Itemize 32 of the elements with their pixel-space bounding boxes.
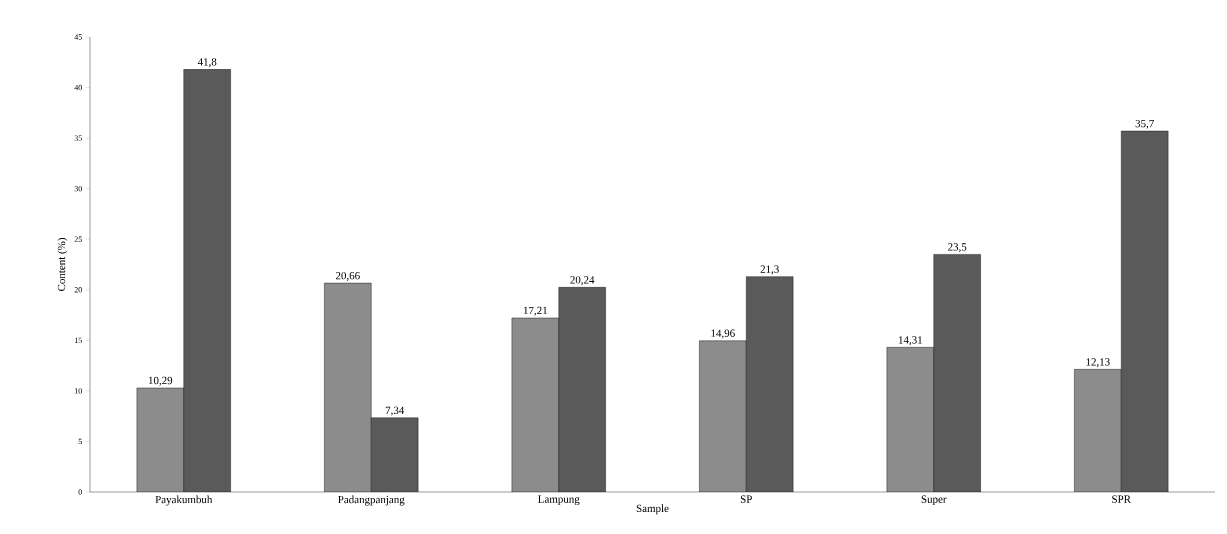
bar bbox=[746, 276, 794, 492]
bar bbox=[1074, 369, 1122, 492]
data-label: 14,96 bbox=[711, 329, 735, 339]
x-tick-label: Super bbox=[921, 495, 947, 506]
bar bbox=[324, 283, 372, 492]
bar bbox=[933, 254, 981, 492]
bar bbox=[558, 287, 606, 492]
x-tick-label: Payakumbuh bbox=[155, 495, 213, 506]
bar bbox=[371, 417, 419, 492]
bar bbox=[136, 387, 184, 492]
data-label: 7,34 bbox=[385, 406, 405, 416]
data-label: 21,3 bbox=[760, 265, 779, 275]
bar bbox=[699, 340, 747, 492]
data-label: 17,21 bbox=[523, 306, 547, 316]
data-label: 12,13 bbox=[1086, 358, 1110, 368]
data-label: 35,7 bbox=[1135, 119, 1154, 129]
x-tick-label: Padangpanjang bbox=[338, 495, 405, 506]
x-tick-label: SPR bbox=[1112, 495, 1131, 503]
bar bbox=[886, 347, 934, 492]
data-label: 41,8 bbox=[197, 58, 217, 68]
bar bbox=[183, 69, 231, 492]
data-label: 10,29 bbox=[148, 376, 173, 386]
bar bbox=[511, 317, 559, 492]
x-tick-label: Lampung bbox=[538, 495, 580, 506]
data-label: 14,31 bbox=[898, 336, 922, 346]
x-tick-label: SP bbox=[740, 495, 752, 503]
data-label: 20,66 bbox=[335, 271, 360, 281]
y-axis-title: Content (%) bbox=[57, 238, 68, 291]
bar bbox=[1121, 130, 1169, 492]
data-label: 20,24 bbox=[570, 276, 595, 286]
x-axis-title: Sample bbox=[636, 504, 669, 515]
data-label: 23,5 bbox=[948, 243, 967, 253]
